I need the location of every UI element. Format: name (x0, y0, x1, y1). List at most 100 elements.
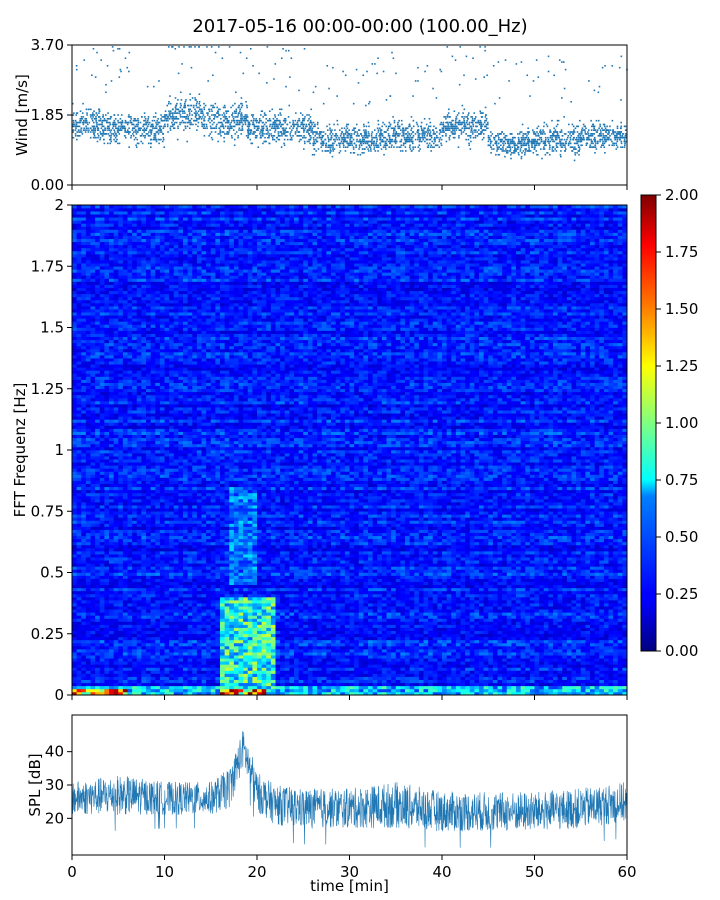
spectrogram-cell (174, 664, 179, 667)
wind-point (487, 124, 489, 126)
wind-point (530, 150, 532, 152)
spectrogram-cell (479, 652, 484, 655)
wind-point (210, 126, 212, 128)
wind-point (225, 118, 227, 120)
spectrogram-cell (151, 671, 156, 674)
spectrogram-cell (442, 667, 447, 670)
wind-point (422, 139, 424, 141)
wind-point (217, 110, 219, 112)
wind-point (325, 133, 327, 135)
wind-point (165, 116, 167, 118)
spectrogram-cell (576, 664, 581, 667)
wind-point (513, 144, 515, 146)
wind-point (202, 116, 204, 118)
wind-point (617, 139, 619, 141)
wind-point (488, 141, 490, 143)
wind-point (262, 122, 264, 124)
spectrogram-cell (590, 689, 595, 692)
wind-point (435, 127, 437, 129)
spectrogram-cell (276, 658, 281, 661)
spectrogram-cell (590, 664, 595, 667)
spectrogram-cell (151, 689, 156, 692)
wind-point (347, 124, 349, 126)
spectrogram-cell (100, 664, 105, 667)
wind-point (455, 120, 457, 122)
spectrogram-cell (465, 664, 470, 667)
spectrogram-cell (77, 683, 82, 686)
wind-point (244, 120, 246, 122)
wind-point (251, 114, 253, 116)
wind-point (304, 127, 306, 129)
wind-point (591, 133, 593, 135)
spectrogram-cell (229, 658, 234, 661)
spectrogram-cell (141, 664, 146, 667)
spectrogram-cell (567, 674, 572, 677)
spectrogram-cell (484, 680, 489, 683)
wind-point (528, 131, 530, 133)
spectrogram-cell (419, 664, 424, 667)
wind-point (494, 137, 496, 139)
spectrogram-cell (604, 677, 609, 680)
spectrogram-cell (188, 677, 193, 680)
spectrogram-cell (206, 683, 211, 686)
spectrogram-cell (141, 655, 146, 658)
wind-point (576, 152, 578, 154)
spectrogram-cell (359, 667, 364, 670)
spectrogram-cell (211, 677, 216, 680)
spectrogram-cell (81, 686, 86, 689)
wind-point (432, 88, 434, 90)
wind-point (209, 122, 211, 124)
spectrogram-cell (132, 661, 137, 664)
spectrogram-cell (507, 661, 512, 664)
wind-point (83, 124, 85, 126)
spectrogram-cell (192, 689, 197, 692)
spectrogram-cell (488, 667, 493, 670)
spectrogram-cell (433, 677, 438, 680)
wind-point (250, 48, 252, 50)
wind-point (178, 73, 180, 75)
wind-point (140, 127, 142, 129)
spectrogram-cell (521, 689, 526, 692)
wind-point (556, 131, 558, 133)
wind-point (430, 135, 432, 137)
wind-point (578, 139, 580, 141)
wind-point (111, 129, 113, 131)
wind-point (184, 110, 186, 112)
wind-point (549, 129, 551, 131)
wind-point (317, 124, 319, 126)
spectrogram-cell (104, 677, 109, 680)
wind-point (241, 120, 243, 122)
wind-point (320, 146, 322, 148)
wind-point (150, 131, 152, 133)
wind-point (83, 116, 85, 118)
spectrogram-cell (576, 689, 581, 692)
wind-point (560, 150, 562, 152)
wind-point (348, 143, 350, 145)
spectrogram-cell (544, 686, 549, 689)
wind-point (401, 135, 403, 137)
wind-point (599, 141, 601, 143)
wind-point (189, 46, 191, 48)
spectrogram-cell (400, 686, 405, 689)
wind-point (244, 114, 246, 116)
spectrogram-cell (391, 655, 396, 658)
wind-point (430, 144, 432, 146)
wind-point (519, 141, 521, 143)
spectrogram-cell (215, 661, 220, 664)
wind-point (358, 82, 360, 84)
wind-point (204, 109, 206, 111)
spectrogram-cell (151, 667, 156, 670)
wind-point (417, 80, 419, 82)
spectrogram-cell (340, 677, 345, 680)
spectrogram-cell (387, 680, 392, 683)
wind-point (90, 109, 92, 111)
wind-point (119, 76, 121, 78)
spectrogram-cell (354, 677, 359, 680)
wind-point (209, 110, 211, 112)
spectrogram-cell (502, 674, 507, 677)
wind-point (223, 137, 225, 139)
spectrogram-cell (239, 689, 244, 692)
wind-point (550, 135, 552, 137)
wind-point (577, 143, 579, 145)
wind-point (112, 46, 114, 48)
